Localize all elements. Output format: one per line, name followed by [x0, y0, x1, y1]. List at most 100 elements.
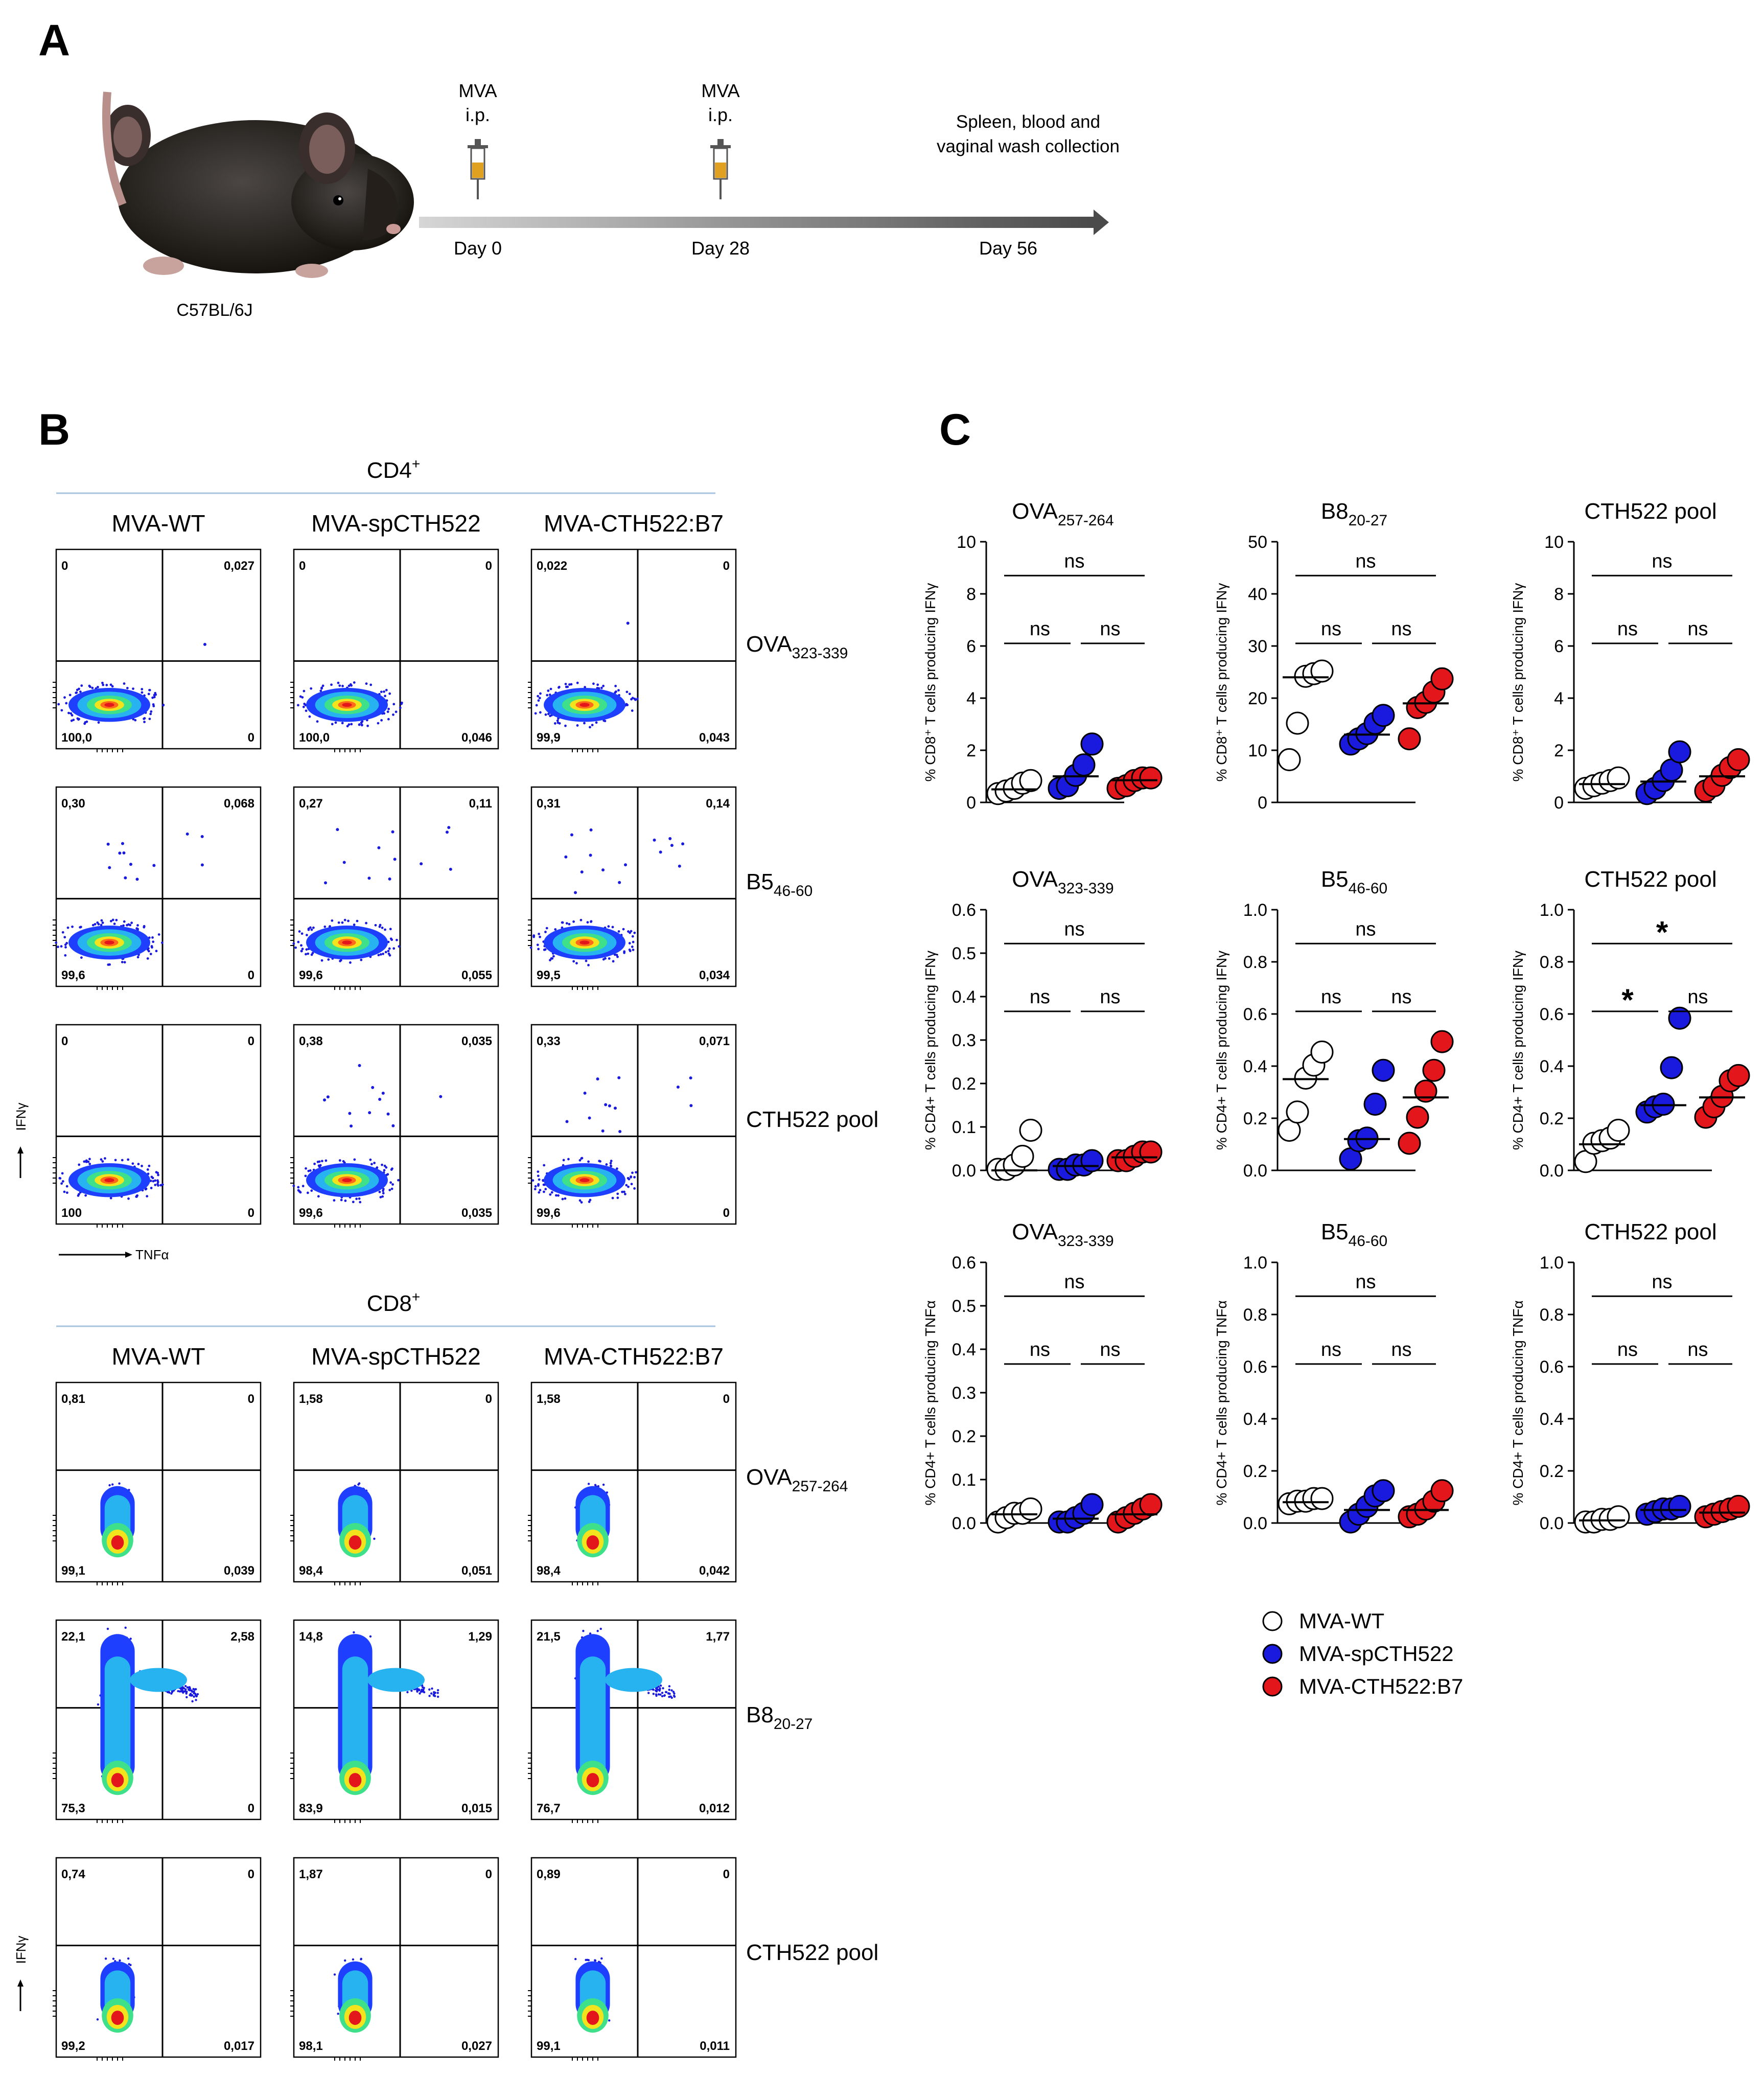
density-contour	[579, 1656, 606, 1784]
event-dot	[68, 694, 72, 697]
panel-label-c: C	[939, 405, 971, 454]
data-point	[1607, 766, 1630, 790]
event-dot	[71, 714, 74, 717]
event-dot	[616, 1167, 618, 1170]
event-dot	[428, 1695, 431, 1697]
event-dot	[447, 826, 451, 829]
event-dot	[625, 690, 629, 694]
event-dot	[602, 719, 606, 722]
event-dot	[539, 935, 541, 938]
density-contour	[342, 940, 352, 945]
day0-label: Day 0	[454, 238, 502, 259]
quadrant-value-bl: 99,9	[537, 731, 561, 745]
event-dot	[547, 712, 550, 716]
event-dot	[587, 1483, 590, 1485]
flow-plot: 0 0 100,0 0,046	[290, 548, 499, 752]
event-dot	[389, 928, 392, 931]
event-dot	[410, 1689, 413, 1692]
event-dot	[652, 1693, 655, 1695]
event-dot	[358, 723, 361, 726]
sig-label: ns	[1100, 1339, 1120, 1360]
event-dot	[568, 683, 571, 686]
event-dot	[85, 1161, 88, 1163]
quadrant-value-br: 0,011	[700, 2039, 730, 2053]
sig-label: ns	[1652, 1271, 1672, 1293]
data-point	[1607, 1119, 1630, 1142]
sig-label: ns	[1064, 1271, 1084, 1293]
y-tick-label: 0	[1554, 793, 1564, 813]
chart-title-main: CTH522 pool	[1584, 867, 1716, 892]
event-dot	[596, 683, 599, 686]
event-dot	[585, 1958, 587, 1962]
y-tick-label: 0.0	[1540, 1161, 1564, 1181]
data-point	[1011, 1145, 1034, 1168]
quadrant-value-br: 0,035	[461, 1206, 492, 1220]
event-dot	[600, 686, 603, 689]
event-dot	[604, 1103, 608, 1106]
event-dot	[628, 693, 631, 696]
event-dot	[385, 1166, 388, 1169]
event-dot	[106, 1627, 109, 1630]
event-dot	[77, 1194, 80, 1197]
event-dot	[600, 1957, 603, 1960]
event-dot	[326, 1095, 330, 1099]
sig-label: ns	[1687, 1339, 1708, 1360]
event-dot	[127, 1957, 130, 1960]
density-contour	[104, 703, 114, 707]
y-tick-label: 6	[1554, 637, 1564, 656]
event-dot	[344, 1200, 347, 1202]
chart-title-sub: 20-27	[1349, 512, 1388, 529]
chart-title: CTH522 pool	[1584, 499, 1716, 524]
event-dot	[608, 2019, 611, 2022]
event-dot	[358, 1482, 361, 1485]
event-dot	[377, 846, 381, 849]
dose2-route: i.p.	[708, 104, 733, 125]
event-dot	[576, 681, 579, 684]
event-dot	[157, 933, 160, 936]
data-point	[1660, 1056, 1683, 1079]
event-dot	[203, 642, 206, 646]
event-dot	[369, 683, 373, 686]
event-dot	[602, 958, 605, 961]
event-dot	[670, 1689, 673, 1692]
event-dot	[111, 1483, 114, 1486]
event-dot	[184, 1690, 187, 1693]
event-dot	[196, 1693, 199, 1696]
flow-plot: 0,81 0 99,1 0,039	[53, 1381, 262, 1585]
event-dot	[647, 1692, 650, 1694]
event-dot	[353, 1158, 356, 1161]
flow-plot: 1,58 0 98,4 0,042	[528, 1381, 737, 1585]
y-tick-label: 8	[966, 585, 976, 604]
event-dot	[574, 891, 577, 894]
event-dot	[565, 1120, 569, 1123]
section-title-main: CD8	[367, 1291, 412, 1316]
event-dot	[655, 1690, 658, 1693]
event-dot	[301, 948, 304, 951]
event-dot	[154, 1179, 157, 1182]
event-dot	[190, 1693, 192, 1696]
event-dot	[127, 1158, 130, 1161]
event-dot	[200, 863, 204, 867]
event-dot	[548, 694, 551, 696]
event-dot	[379, 1196, 382, 1198]
event-dot	[149, 953, 152, 956]
y-tick-label: 1.0	[1540, 1253, 1564, 1273]
flow-plot: 0 0,027 100,0 0	[53, 548, 262, 752]
chart-title-main: B5	[1321, 1219, 1349, 1244]
event-dot	[545, 927, 548, 930]
event-dot	[321, 684, 324, 687]
event-dot	[631, 935, 634, 938]
event-dot	[94, 922, 97, 926]
event-dot	[300, 932, 304, 935]
event-dot	[306, 1191, 309, 1194]
event-dot	[578, 1199, 582, 1202]
quadrant-value-tl: 0,022	[537, 559, 567, 573]
group-label: MVA-spCTH522	[311, 510, 480, 537]
event-dot	[659, 1687, 661, 1690]
event-dot	[611, 926, 614, 929]
event-dot	[348, 1112, 352, 1115]
event-dot	[153, 694, 156, 697]
sig-label: ns	[1391, 1339, 1411, 1360]
quadrant-value-tr: 0	[248, 1392, 254, 1406]
event-dot	[310, 1189, 313, 1192]
